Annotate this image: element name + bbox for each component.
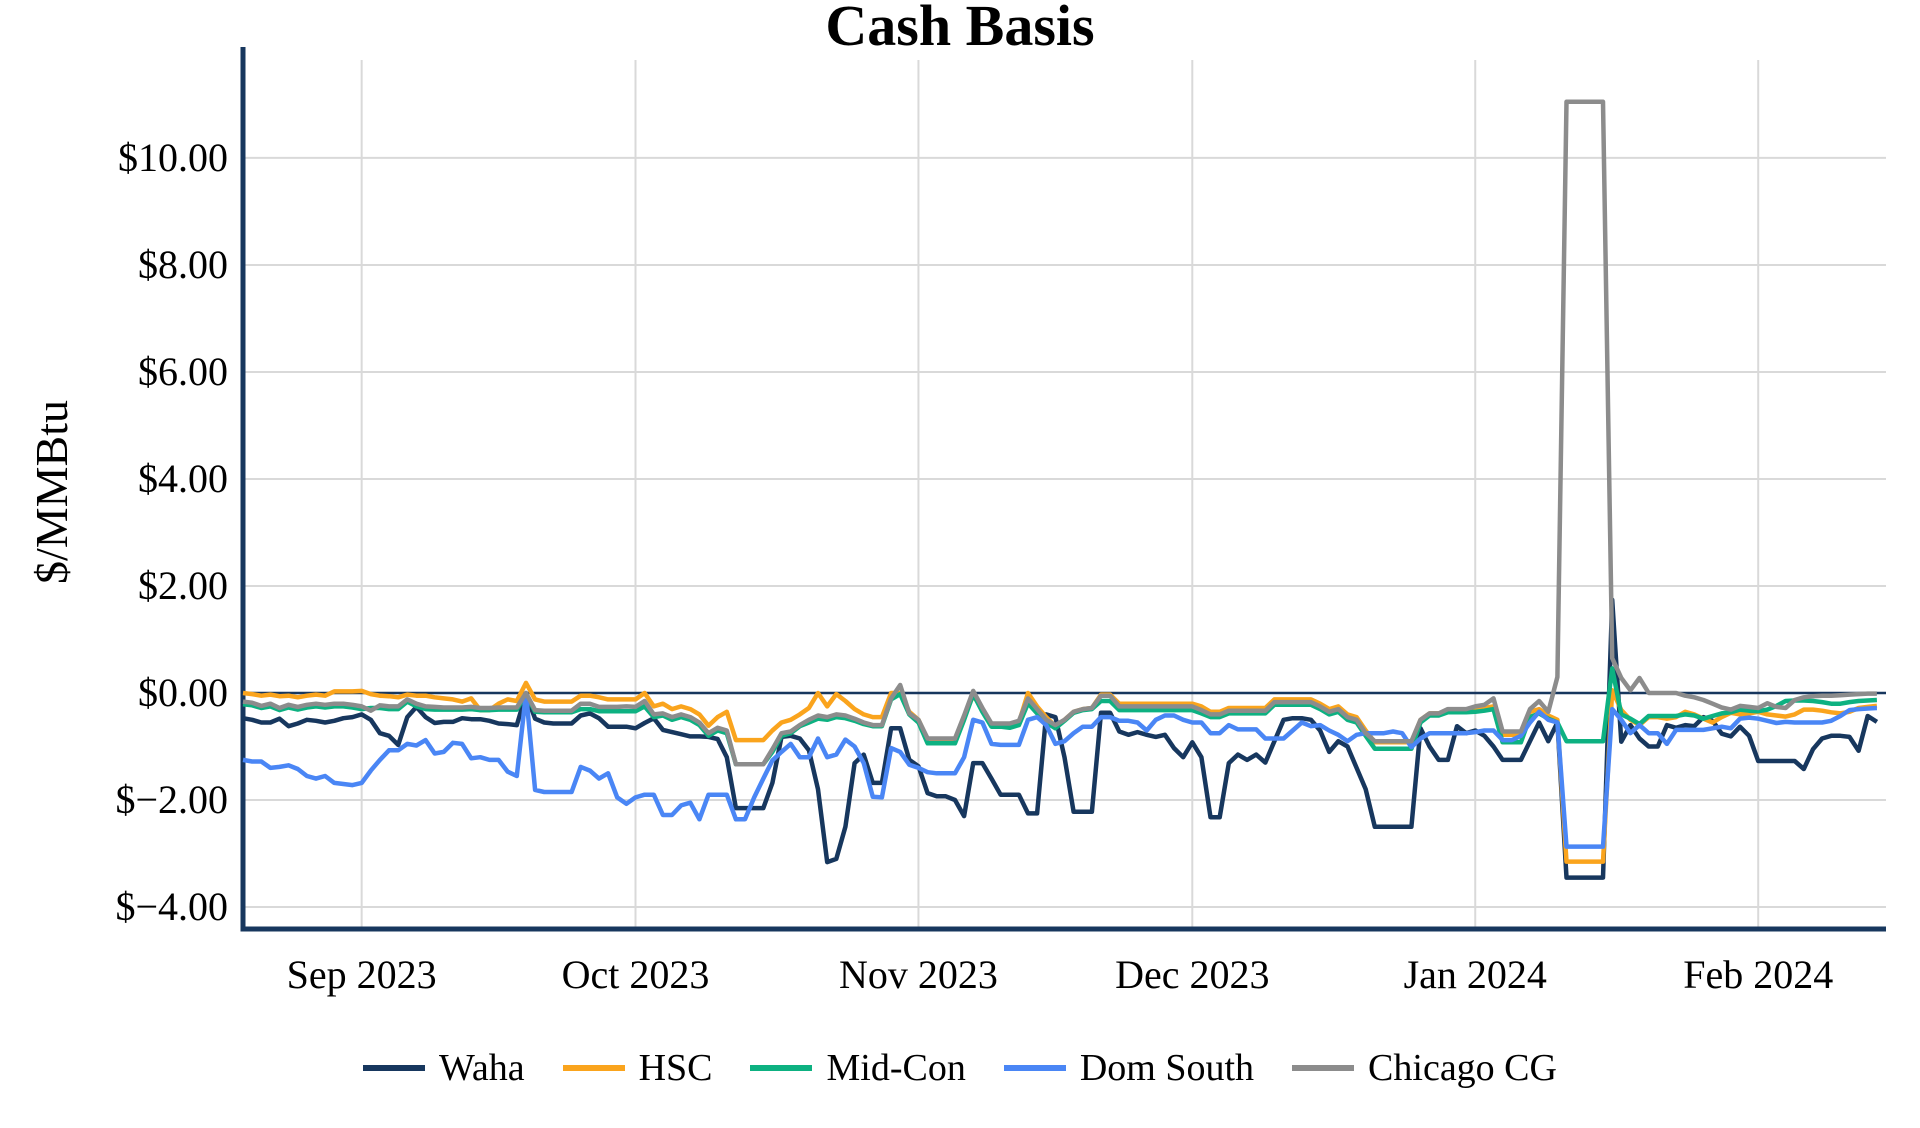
y-tick-label: $−4.00 [115, 884, 228, 930]
series-line-chicago-cg [242, 99, 1877, 767]
legend-label: Chicago CG [1368, 1047, 1557, 1089]
x-tick-label: Nov 2023 [839, 952, 998, 997]
y-tick-label: $10.00 [118, 134, 228, 180]
legend-swatch-icon [363, 1065, 425, 1071]
series-line-waha [242, 597, 1879, 880]
y-tick-label: $−2.00 [115, 777, 228, 823]
y-tick-label: $6.00 [138, 348, 228, 394]
legend-item-dom-south: Dom South [1003, 1046, 1255, 1090]
legend-label: Waha [439, 1047, 525, 1089]
series-line-mid-con [242, 666, 1878, 767]
series-line-dom-south [242, 690, 1878, 849]
legend-item-mid-con: Mid-Con [750, 1046, 966, 1090]
x-tick-label: Feb 2024 [1683, 952, 1834, 997]
x-tick-label: Sep 2023 [286, 952, 437, 997]
x-tick-label: Jan 2024 [1403, 952, 1547, 997]
legend-label: HSC [638, 1047, 713, 1089]
legend-swatch-icon [1292, 1065, 1355, 1071]
chart-title: Cash Basis [825, 0, 1095, 58]
x-tick-label: Dec 2023 [1115, 952, 1270, 997]
legend-swatch-icon [562, 1065, 625, 1071]
legend-swatch-icon [750, 1065, 813, 1071]
legend-swatch-icon [1003, 1065, 1066, 1071]
legend-item-waha: Waha [363, 1046, 525, 1090]
legend-label: Mid-Con [826, 1047, 966, 1089]
y-tick-label: $0.00 [138, 670, 228, 716]
legend: Waha HSC Mid-Con Dom South Chicago CG [0, 1036, 1920, 1100]
y-tick-label: $4.00 [138, 455, 228, 501]
legend-label: Dom South [1079, 1047, 1255, 1089]
legend-item-hsc: HSC [562, 1046, 713, 1090]
x-tick-label: Oct 2023 [561, 952, 710, 997]
y-tick-label: $8.00 [138, 241, 228, 287]
legend-item-chicago-cg: Chicago CG [1292, 1046, 1557, 1090]
y-tick-label: $2.00 [138, 563, 228, 608]
